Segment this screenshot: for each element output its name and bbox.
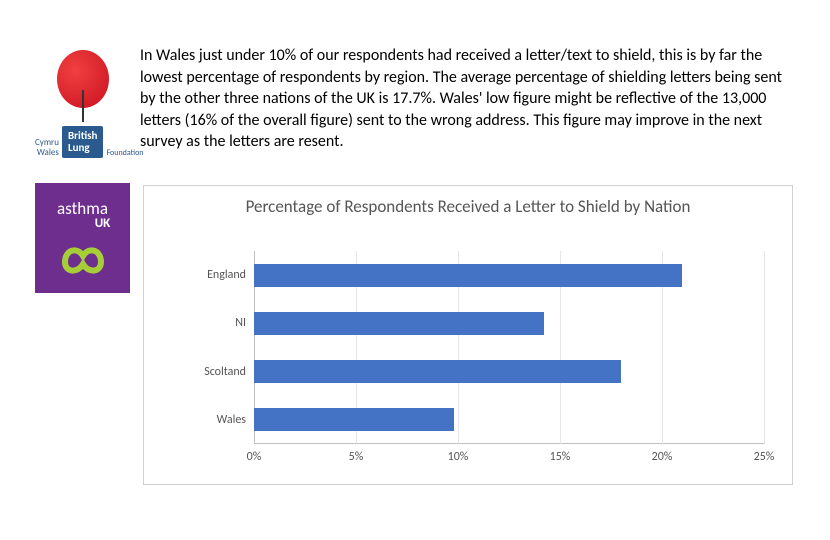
blf-foundation: Foundation (106, 148, 143, 158)
british-lung-foundation-logo: Cymru Wales British Lung Foundation (35, 50, 130, 158)
x-tick-label: 5% (349, 450, 364, 464)
paragraph-text: In Wales just under 10% of our responden… (140, 45, 790, 153)
blf-lung: Lung (68, 142, 98, 154)
bar (254, 264, 682, 287)
y-category-label: NI (235, 316, 246, 330)
x-tick-label: 20% (652, 450, 673, 464)
balloon-icon (57, 50, 109, 108)
y-category-label: Wales (217, 413, 246, 427)
blf-wales: Wales (35, 148, 59, 158)
blf-text: Cymru Wales British Lung Foundation (35, 126, 130, 158)
shielding-letter-chart: Percentage of Respondents Received a Let… (143, 185, 793, 485)
logo-sidebar: Cymru Wales British Lung Foundation asth… (35, 50, 130, 293)
x-tick-label: 10% (448, 450, 469, 464)
asthma-uk-logo: asthma UK (35, 183, 130, 293)
gridline (764, 251, 765, 444)
x-tick-label: 25% (754, 450, 775, 464)
y-category-label: Scoltand (204, 365, 246, 379)
asthma-uk-text: UK (95, 217, 111, 230)
bar (254, 408, 454, 431)
chart-plot-area: 0%5%10%15%20%25%EnglandNIScoltandWales (254, 251, 764, 444)
knot-icon (61, 240, 105, 276)
x-tick-label: 15% (550, 450, 571, 464)
y-category-label: England (207, 268, 246, 282)
chart-title: Percentage of Respondents Received a Let… (144, 186, 792, 232)
bar (254, 312, 544, 335)
x-axis (254, 443, 764, 444)
asthma-text: asthma (57, 200, 108, 217)
bar (254, 360, 621, 383)
x-tick-label: 0% (247, 450, 262, 464)
